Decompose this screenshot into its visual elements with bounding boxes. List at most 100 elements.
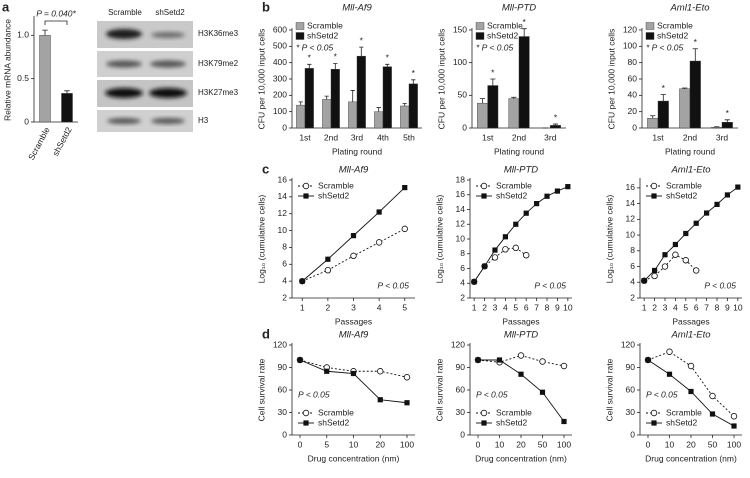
bar — [657, 100, 669, 129]
marker — [513, 221, 519, 227]
marker — [496, 357, 503, 363]
marker — [539, 389, 546, 395]
annotation: P < 0.05 — [377, 280, 409, 290]
legend-label: Scramble — [318, 407, 354, 417]
marker — [560, 362, 568, 370]
marker — [377, 368, 384, 375]
y-tick-label: 16 — [278, 174, 288, 184]
x-axis-label: Plating round — [494, 146, 544, 156]
legend-label: Scramble — [318, 180, 354, 190]
y-tick-label: 30 — [456, 407, 466, 417]
marker — [404, 400, 410, 406]
x-tick-label: 9 — [555, 302, 560, 312]
annotation: P < 0.05 — [704, 280, 736, 290]
y-tick-label: 12 — [278, 208, 288, 218]
error-bar — [411, 79, 416, 84]
significance-mark: * — [694, 37, 698, 47]
y-tick-label: 14 — [456, 204, 466, 214]
legend-label: shSetd2 — [318, 417, 349, 427]
bar — [61, 93, 73, 123]
error-bar — [42, 29, 48, 36]
marker — [375, 239, 383, 246]
bar — [477, 102, 488, 129]
marker — [376, 209, 382, 215]
y-tick-label: 18 — [456, 174, 466, 184]
x-tick-label: 5 — [324, 439, 329, 449]
chart-title: Aml1-Eto — [670, 330, 710, 341]
error-bar — [521, 28, 527, 37]
line — [643, 186, 739, 282]
y-tick-label: 60 — [628, 73, 638, 83]
x-tick-label: 10 — [733, 302, 743, 312]
y-tick-label: 120 — [273, 339, 287, 349]
x-tick-label: 2 — [652, 302, 657, 312]
marker — [523, 210, 529, 216]
error-bar — [359, 46, 364, 57]
x-tick-label: 6 — [524, 302, 529, 312]
y-tick-label: 90 — [278, 362, 288, 372]
marker — [502, 234, 508, 240]
y-tick-label: 0.5 — [17, 73, 29, 83]
x-tick-label: 1 — [642, 302, 647, 312]
significance-mark: * — [491, 67, 495, 77]
marker — [661, 263, 669, 270]
significance-mark: * — [412, 68, 416, 78]
annotation: P < 0.05 — [646, 389, 678, 399]
significance-mark: * — [726, 108, 730, 118]
bar — [508, 98, 520, 129]
x-axis-label: Drug concentration (nm) — [475, 453, 567, 463]
x-tick-label: 1st — [299, 132, 311, 142]
legend-label: shSetd2 — [666, 417, 697, 427]
x-tick-label: 6 — [694, 302, 699, 312]
error-bar — [402, 103, 407, 106]
marker — [704, 210, 710, 216]
marker — [662, 252, 668, 258]
legend-marker — [302, 182, 310, 190]
x-tick-label: 10 — [349, 439, 359, 449]
y-tick-label: 200 — [273, 90, 287, 100]
marker — [688, 388, 694, 395]
marker — [554, 188, 561, 194]
marker — [297, 357, 303, 363]
y-tick-label: 100 — [273, 106, 287, 116]
legend-marker — [480, 182, 488, 190]
x-tick-label: 3rd — [716, 132, 729, 142]
legend-swatch — [475, 22, 485, 30]
marker — [517, 352, 525, 359]
error-bar — [350, 90, 355, 102]
y-tick-label: 14 — [626, 198, 636, 208]
y-tick-label: 16 — [626, 182, 636, 192]
x-tick-label: 50 — [538, 439, 548, 449]
marker — [645, 357, 651, 363]
y-tick-label: 4 — [282, 275, 287, 285]
marker — [565, 184, 571, 190]
y-tick-label: 600 — [273, 24, 287, 34]
annotation: * P < 0.05 — [476, 42, 514, 52]
y-tick-label: 0 — [282, 122, 287, 132]
y-axis-label: Cell survival rate — [256, 358, 266, 421]
y-axis-label: CFU per 10,000 input cells — [606, 29, 616, 130]
marker — [402, 184, 408, 191]
marker — [324, 266, 332, 274]
bar — [711, 126, 723, 129]
chart-title: Aml1-Eto — [669, 3, 709, 14]
x-tick-label: 0 — [646, 439, 651, 449]
y-tick-label: 120 — [621, 339, 635, 349]
legend-label: Scramble — [666, 407, 702, 417]
marker — [401, 225, 408, 233]
marker — [481, 263, 488, 269]
x-tick-label: Scramble — [26, 125, 52, 162]
marker — [666, 348, 673, 355]
y-tick-label: 30 — [278, 407, 288, 417]
error-bar — [64, 90, 70, 94]
annotation: P < 0.05 — [476, 389, 508, 399]
bar — [304, 68, 314, 129]
x-tick-label: 5th — [403, 132, 415, 142]
legend-label: shSetd2 — [657, 30, 688, 40]
y-tick-label: 6 — [460, 263, 465, 273]
blot-band — [105, 88, 143, 98]
significance-bracket — [44, 20, 68, 25]
panel-label: a — [2, 0, 10, 14]
chart-title: Mll-Af9 — [342, 3, 372, 14]
